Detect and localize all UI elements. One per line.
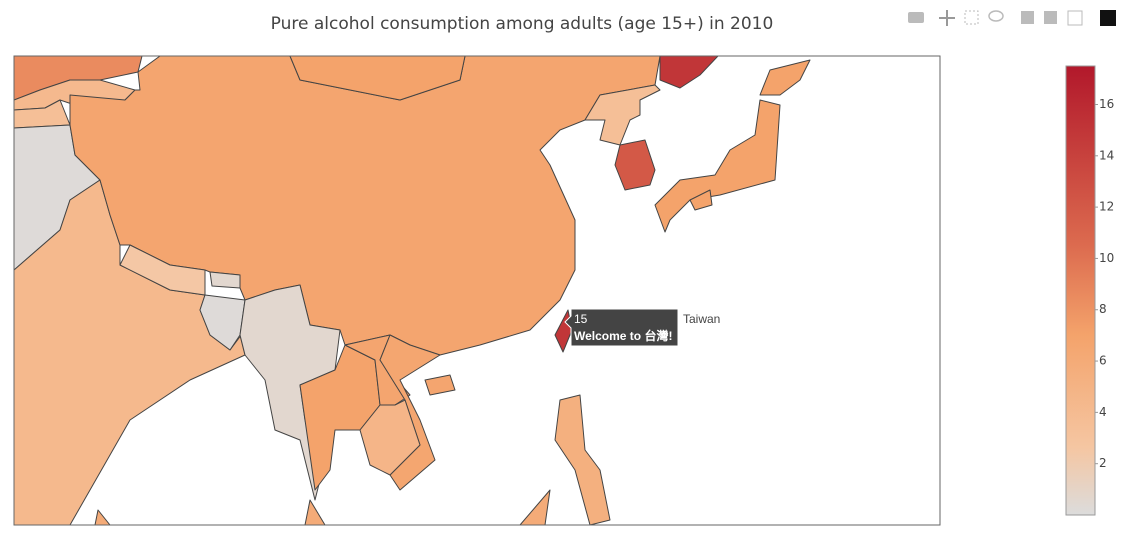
colorbar-tick-label: 2 bbox=[1099, 456, 1107, 470]
colorbar-tick-label: 16 bbox=[1099, 97, 1114, 111]
chart-title: Pure alcohol consumption among adults (a… bbox=[271, 14, 774, 34]
colorbar bbox=[1065, 65, 1096, 516]
region bbox=[554, 309, 573, 353]
reset-button[interactable] bbox=[1067, 10, 1083, 26]
region bbox=[209, 271, 241, 289]
hover-value: 15 bbox=[574, 312, 588, 326]
pan-button[interactable] bbox=[939, 10, 955, 26]
region bbox=[759, 59, 811, 96]
zoom-out-button[interactable] bbox=[1044, 11, 1057, 24]
region bbox=[94, 509, 111, 525]
hover-name: Taiwan bbox=[683, 312, 720, 326]
hover-box bbox=[564, 308, 679, 347]
colorbar-tick-label: 8 bbox=[1099, 302, 1107, 316]
map bbox=[14, 56, 811, 525]
colorbar-tick-label: 12 bbox=[1099, 200, 1114, 214]
hover-text: Welcome to 台灣! bbox=[574, 328, 672, 343]
region bbox=[359, 399, 421, 476]
colorbar-tick-label: 4 bbox=[1099, 405, 1107, 419]
region bbox=[379, 334, 441, 491]
region bbox=[689, 189, 713, 211]
colorbar-tick-label: 10 bbox=[1099, 251, 1114, 265]
overlay: 15 Welcome to 台灣! Taiwan 2 4 6 8 10 12 14 16 bbox=[564, 65, 1114, 516]
plotly-logo[interactable] bbox=[1100, 10, 1116, 26]
region bbox=[654, 99, 781, 233]
camera-button[interactable] bbox=[908, 12, 924, 23]
box-select-button[interactable] bbox=[964, 10, 979, 25]
region bbox=[289, 56, 466, 101]
region bbox=[519, 489, 551, 525]
region bbox=[659, 56, 719, 89]
region bbox=[424, 374, 456, 396]
colorbar-tick-label: 6 bbox=[1099, 354, 1107, 368]
region bbox=[14, 99, 71, 129]
modebar bbox=[908, 10, 1116, 26]
map-frame bbox=[13, 55, 941, 526]
lasso-button[interactable] bbox=[988, 10, 1004, 22]
region bbox=[554, 394, 611, 525]
region bbox=[304, 499, 326, 525]
colorbar-tick-label: 14 bbox=[1099, 148, 1114, 162]
zoom-in-button[interactable] bbox=[1021, 11, 1034, 24]
region bbox=[614, 139, 656, 191]
